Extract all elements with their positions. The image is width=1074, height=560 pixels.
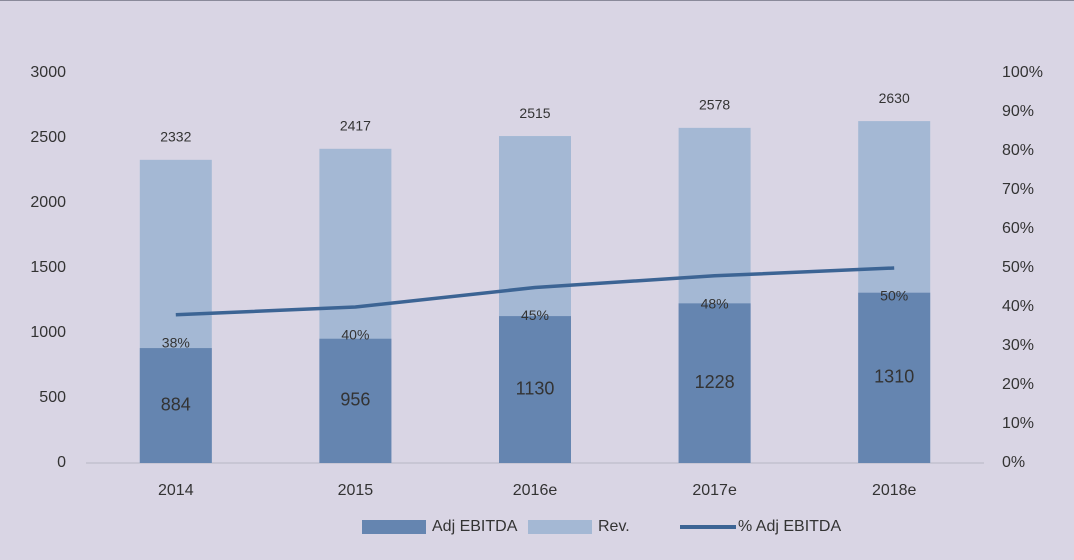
y2-tick-label: 70% [1002,181,1034,198]
bar-value-label: 1310 [874,367,914,387]
x-tick-label: 2015 [338,482,374,499]
y2-tick-label: 50% [1002,259,1034,276]
bar-value-label: 2417 [340,117,371,133]
line-value-label: 45% [521,307,549,323]
bar-value-label: 956 [340,390,370,410]
x-tick-label: 2014 [158,482,194,499]
legend-swatch [362,520,426,534]
bar-value-label: 2515 [519,105,550,121]
y2-tick-label: 60% [1002,220,1034,237]
bar-value-label: 2630 [879,90,910,106]
bar [139,348,212,463]
bar [499,316,571,463]
bar-value-label: 1228 [695,372,735,392]
y2-tick-label: 0% [1002,454,1025,471]
y2-tick-label: 80% [1002,142,1034,159]
y2-tick-label: 30% [1002,337,1034,354]
bar [678,303,751,463]
line-value-label: 48% [701,296,729,312]
y-tick-label: 1500 [30,259,66,276]
line-value-label: 40% [341,327,369,343]
bar-value-label: 2578 [699,97,730,113]
y-tick-label: 1000 [30,324,66,341]
y2-tick-label: 10% [1002,415,1034,432]
y-tick-label: 3000 [30,64,66,81]
y-tick-label: 2000 [30,194,66,211]
legend-label: Rev. [598,518,630,535]
line-value-label: 50% [880,288,908,304]
line [175,266,895,317]
bar-value-label: 2332 [160,129,191,145]
bar-value-label: 884 [161,394,191,414]
y2-tick-label: 20% [1002,376,1034,393]
y2-tick-label: 90% [1002,103,1034,120]
y2-tick-label: 100% [1002,64,1043,81]
bar-value-label: 1130 [516,378,555,398]
y-tick-label: 500 [39,389,66,406]
x-tick-label: 2018e [872,482,917,499]
legend-label: % Adj EBITDA [738,518,841,535]
line-value-label: 38% [162,335,190,351]
y-tick-label: 0 [57,454,66,471]
bar [319,338,392,463]
x-tick-label: 2016e [513,482,558,499]
bar [858,292,931,463]
legend-label: Adj EBITDA [432,518,518,535]
y-tick-label: 2500 [30,129,66,146]
x-tick-label: 2017e [692,482,737,499]
legend-swatch [528,520,592,534]
y2-tick-label: 40% [1002,298,1034,315]
